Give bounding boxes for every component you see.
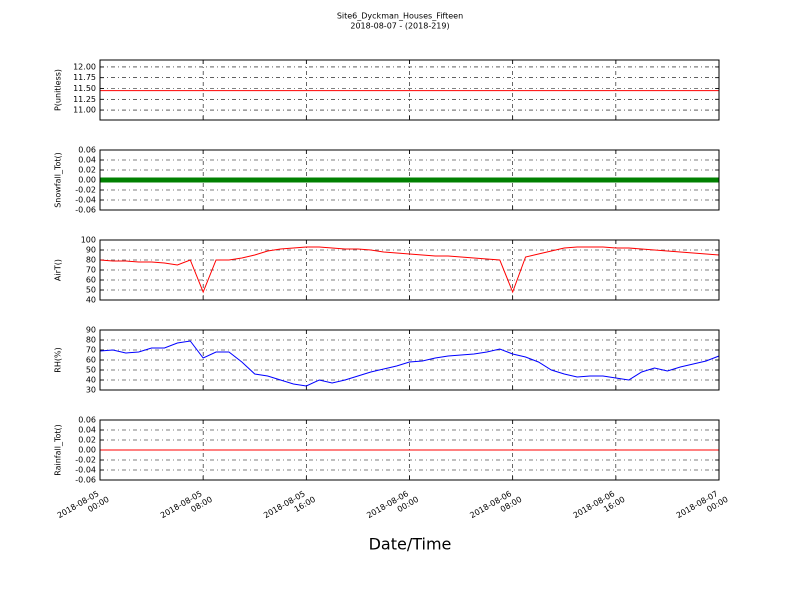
- y-tick-label: 40: [86, 376, 96, 385]
- y-axis-label: AirT(): [54, 259, 63, 281]
- y-tick-label: 0.02: [78, 166, 96, 175]
- plot-frame: [99, 329, 720, 391]
- y-tick-label: 90: [86, 326, 96, 335]
- plot-frame: [99, 149, 720, 211]
- y-tick-label: 30: [86, 386, 96, 395]
- y-tick-label: 0.02: [78, 436, 96, 445]
- plot-frame: [99, 239, 720, 301]
- y-tick-label: 60: [86, 356, 96, 365]
- y-tick-label: 0.00: [78, 446, 96, 455]
- plot-frame: [99, 59, 720, 121]
- y-tick-label: 60: [86, 276, 96, 285]
- y-axis-label: Rainfall_Tot(): [54, 424, 63, 476]
- x-axis-label: Date/Time: [369, 535, 452, 554]
- y-tick-label: 0.06: [78, 146, 96, 155]
- plot-frame: [99, 419, 720, 481]
- y-tick-label: -0.04: [75, 196, 96, 205]
- y-tick-label: 11.75: [73, 73, 96, 82]
- y-tick-label: 0.06: [78, 416, 96, 425]
- y-tick-label: 0.04: [78, 156, 96, 165]
- y-tick-label: -0.02: [75, 456, 96, 465]
- y-tick-label: 100: [81, 236, 96, 245]
- y-tick-label: 0.04: [78, 426, 96, 435]
- y-tick-label: 11.00: [73, 106, 96, 115]
- data-line: [99, 340, 720, 387]
- y-tick-label: -0.06: [75, 476, 96, 485]
- y-tick-label: 50: [86, 286, 96, 295]
- y-tick-label: 40: [86, 296, 96, 305]
- y-tick-label: 80: [86, 256, 96, 265]
- y-tick-label: -0.02: [75, 186, 96, 195]
- data-line: [99, 246, 720, 294]
- y-axis-label: Snowfall_Tot(): [54, 152, 63, 208]
- y-tick-label: 90: [86, 246, 96, 255]
- y-tick-label: -0.06: [75, 206, 96, 215]
- y-tick-label: 80: [86, 336, 96, 345]
- y-tick-label: 0.00: [78, 176, 96, 185]
- y-tick-label: 70: [86, 266, 96, 275]
- chart-title: Site6_Dyckman_Houses_Fifteen: [337, 12, 463, 21]
- y-axis-label: P(unitless): [54, 69, 63, 111]
- y-axis-label: RH(%): [54, 347, 63, 372]
- y-tick-label: -0.04: [75, 466, 96, 475]
- y-tick-label: 50: [86, 366, 96, 375]
- chart-subtitle: 2018-08-07 - (2018-219): [350, 22, 449, 31]
- y-tick-label: 12.00: [73, 62, 96, 71]
- y-tick-label: 11.50: [73, 84, 96, 93]
- y-tick-label: 70: [86, 346, 96, 355]
- y-tick-label: 11.25: [73, 95, 96, 104]
